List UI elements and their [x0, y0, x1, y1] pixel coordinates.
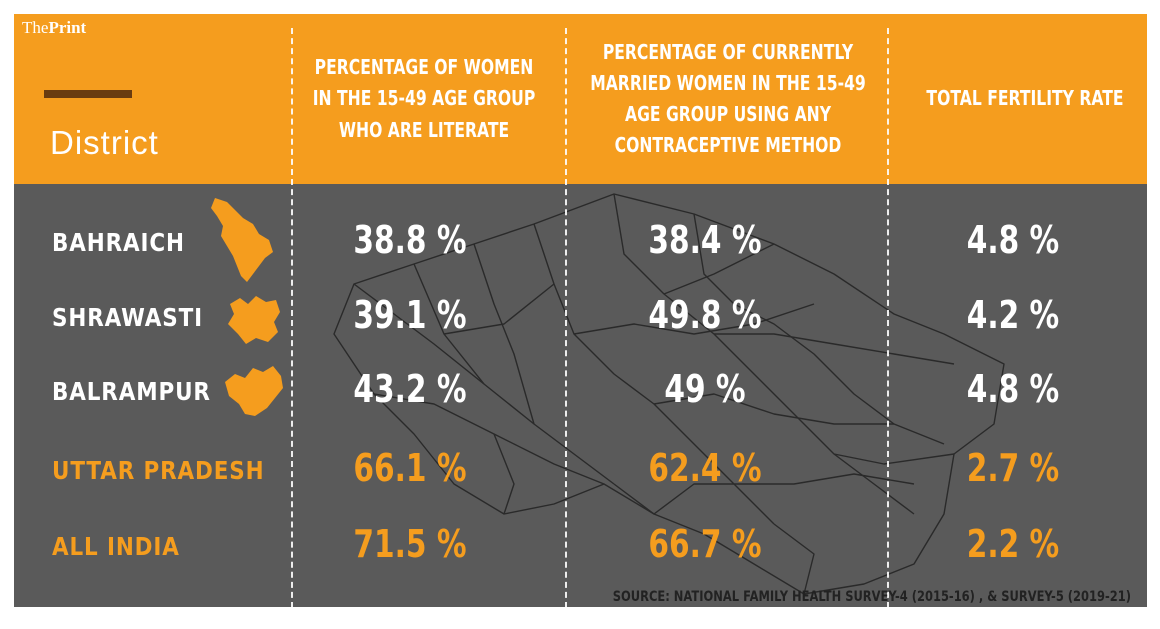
column-header-contraceptive: PERCENTAGE OF CURRENTLY MARRIED WOMEN IN… [590, 39, 866, 158]
row-label: UTTAR PRADESH [52, 456, 265, 485]
logo-name: Print [48, 18, 87, 37]
table-cell: 49.8 % [648, 293, 762, 337]
table-cell: 62.4 % [648, 446, 762, 490]
table-cell: 43.2 % [353, 367, 467, 411]
row-label: BAHRAICH [52, 228, 185, 257]
table-cell: 2.7 % [966, 446, 1060, 490]
row-label: BALRAMPUR [52, 377, 211, 406]
logo-prefix: The [22, 18, 49, 37]
row-header-label: District [50, 124, 159, 161]
column-header-literacy: PERCENTAGE OF WOMEN IN THE 15-49 AGE GRO… [312, 55, 536, 142]
table-cell: 66.7 % [648, 522, 762, 566]
uttar-pradesh-map-background [333, 193, 1005, 595]
infographic-card: ThePrint District PERCENTAGE OF WOMEN IN… [14, 14, 1147, 607]
header-band: ThePrint District PERCENTAGE OF WOMEN IN… [14, 14, 1147, 184]
header-accent-bar [44, 90, 132, 98]
table-cell: 4.8 % [966, 367, 1060, 411]
theprint-logo: ThePrint [22, 18, 86, 38]
column-divider [887, 28, 889, 607]
table-cell: 71.5 % [353, 522, 467, 566]
bahraich-map-icon [211, 198, 273, 282]
source-note: SOURCE: NATIONAL FAMILY HEALTH SURVEY-4 … [612, 589, 1131, 605]
row-label: ALL INDIA [52, 532, 180, 561]
column-divider [565, 28, 567, 607]
table-cell: 49 % [664, 367, 746, 411]
table-cell: 38.8 % [353, 218, 467, 262]
column-divider [291, 28, 293, 607]
row-label: SHRAWASTI [52, 303, 203, 332]
table-cell: 4.2 % [966, 293, 1060, 337]
table-cell: 66.1 % [353, 446, 467, 490]
table-cell: 2.2 % [966, 522, 1060, 566]
balrampur-map-icon [225, 366, 283, 416]
shrawasti-map-icon [228, 296, 280, 344]
table-cell: 4.8 % [966, 218, 1060, 262]
column-header-fertility: TOTAL FERTILITY RATE [926, 86, 1124, 111]
table-cell: 38.4 % [648, 218, 762, 262]
table-cell: 39.1 % [353, 293, 467, 337]
